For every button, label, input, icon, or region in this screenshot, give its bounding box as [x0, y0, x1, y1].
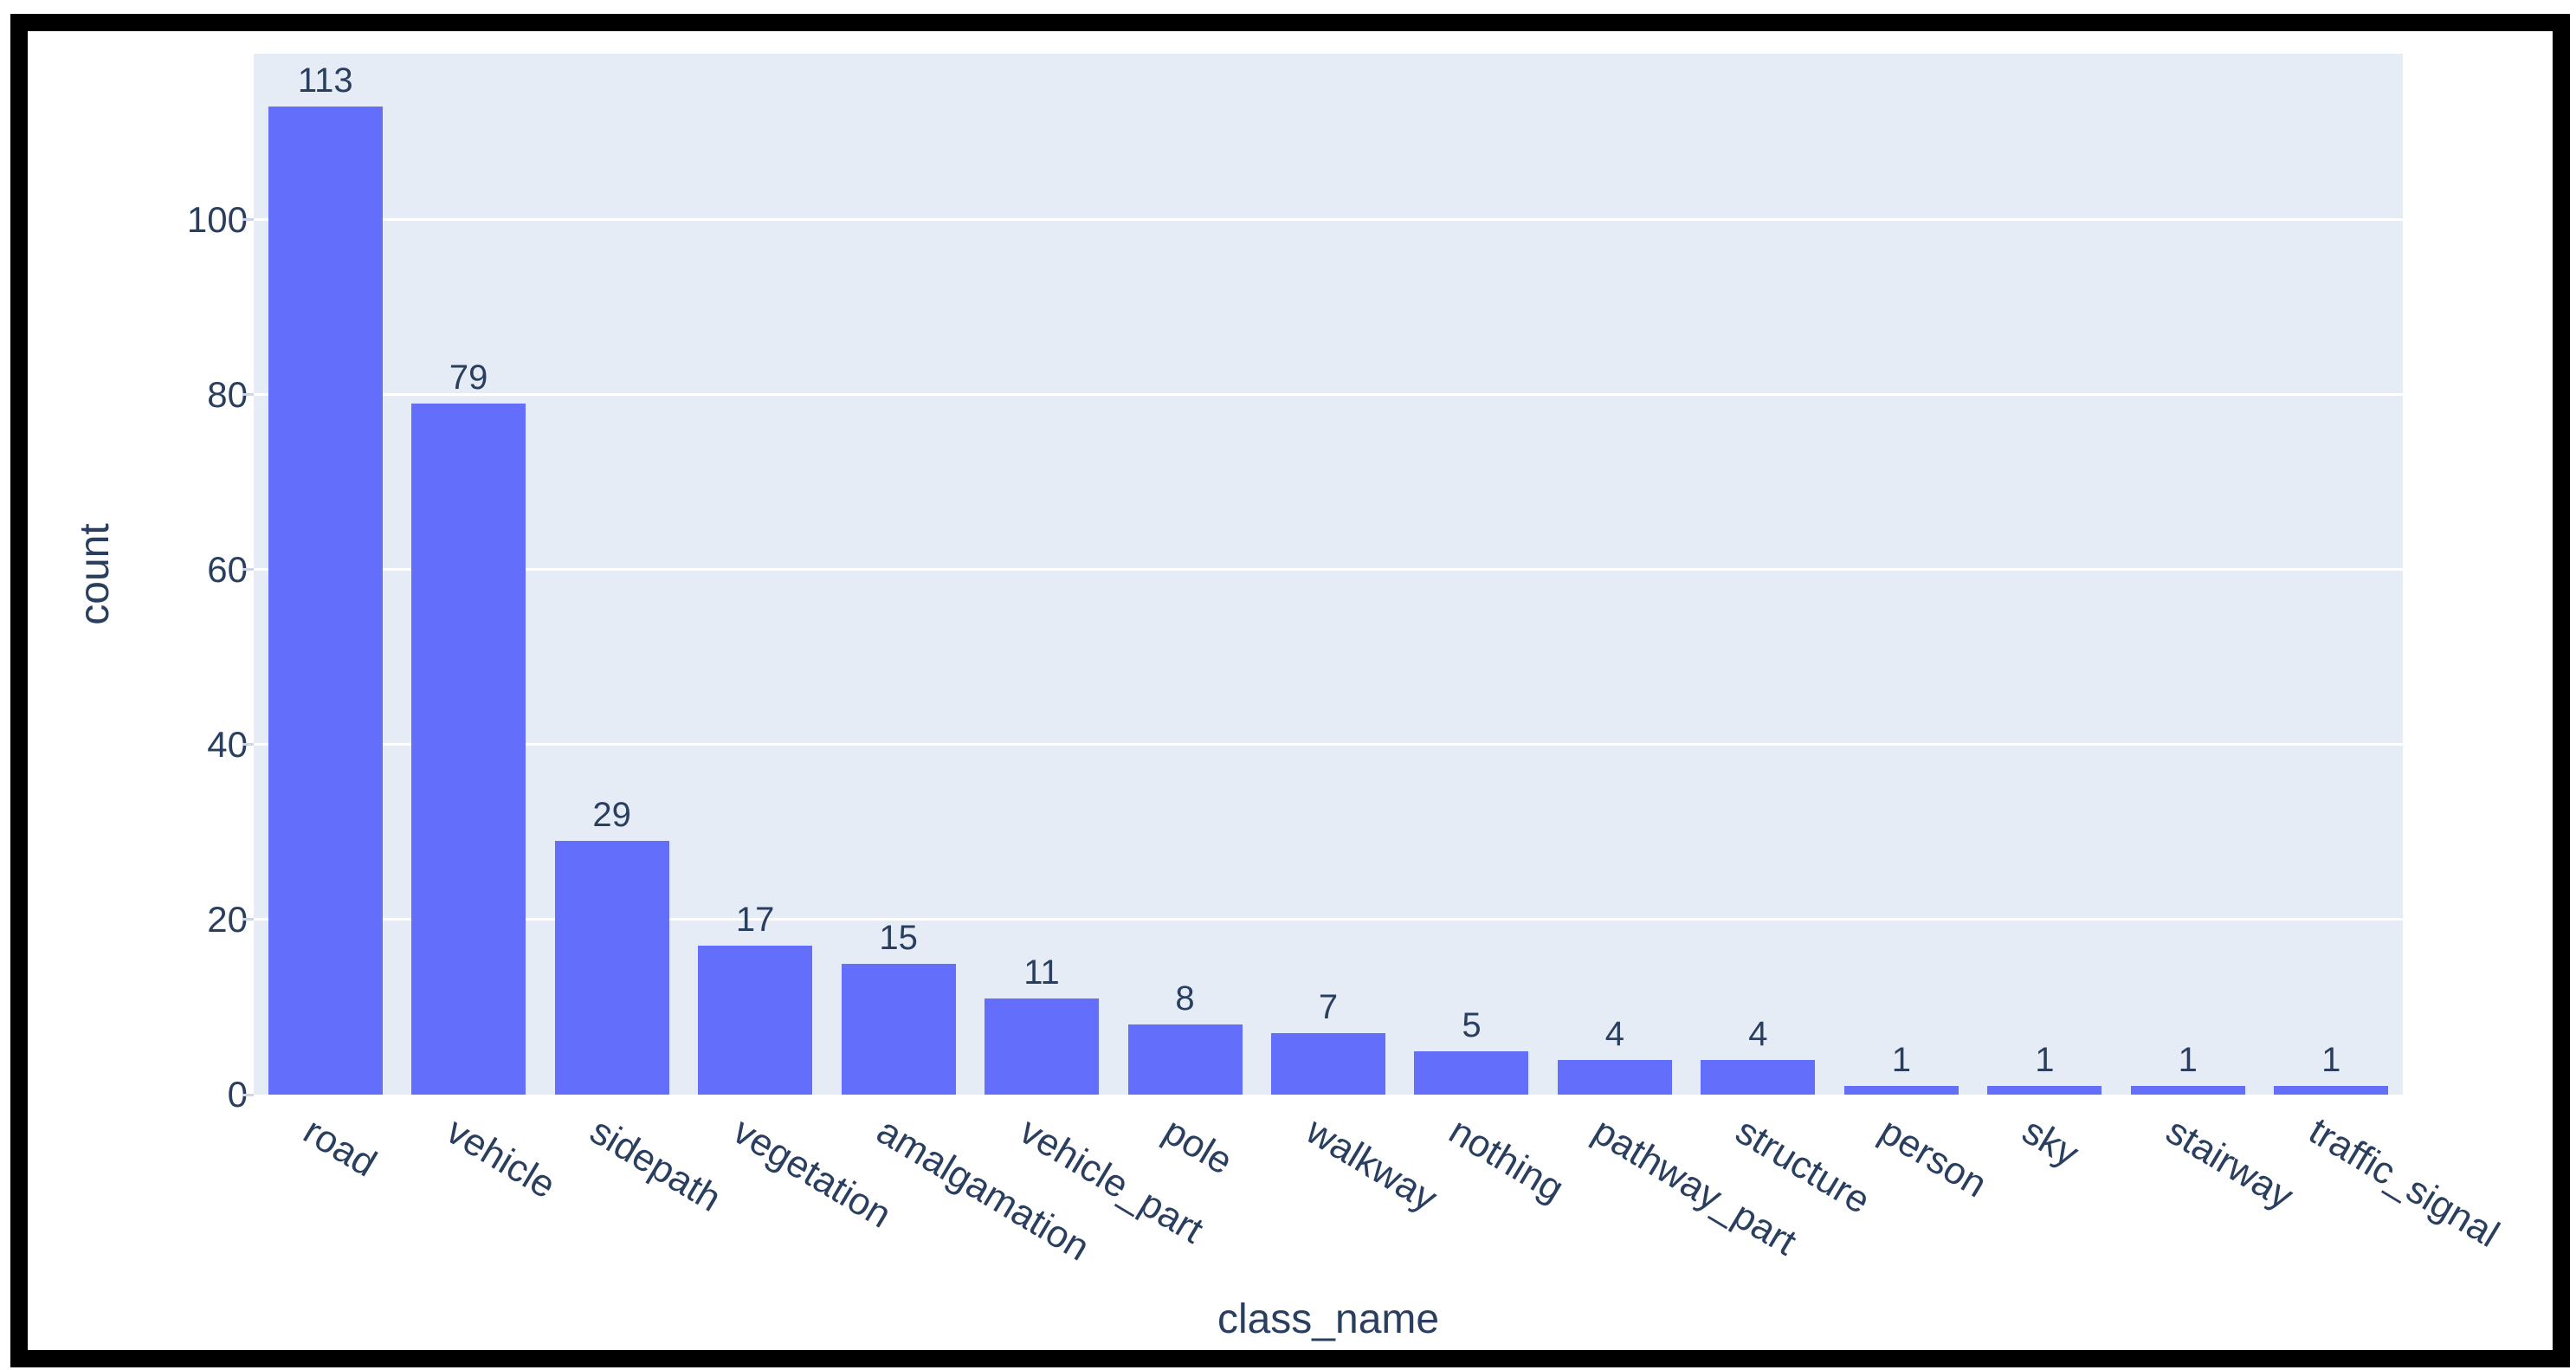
bar-value-label-person: 1 — [1891, 1040, 1911, 1079]
x-tick-label-text-road: road — [295, 1109, 384, 1186]
bar-stairway[interactable] — [2130, 1085, 2245, 1095]
x-tick-label-text-traffic_signal: traffic_signal — [2302, 1109, 2507, 1256]
bar-value-label-sidepath: 29 — [592, 796, 631, 835]
bar-value-label-sky: 1 — [2035, 1040, 2055, 1079]
bar-pole[interactable] — [1127, 1024, 1243, 1095]
bar-structure[interactable] — [1701, 1059, 1816, 1095]
y-tick-mark-60 — [242, 568, 254, 572]
x-tick-label-text-pole: pole — [1155, 1109, 1240, 1183]
bar-value-label-amalgamation: 15 — [879, 918, 918, 957]
y-tick-mark-80 — [242, 393, 254, 397]
bar-vehicle_part[interactable] — [985, 998, 1100, 1095]
bar-value-label-road: 113 — [297, 61, 353, 100]
gridline-y-20 — [254, 918, 2403, 921]
gridline-y-80 — [254, 393, 2403, 397]
gridline-y-100 — [254, 218, 2403, 222]
x-tick-label-text-sky: sky — [2015, 1109, 2087, 1176]
x-tick-label-text-vegetation: vegetation — [726, 1109, 899, 1237]
bar-traffic_signal[interactable] — [2274, 1085, 2389, 1095]
bar-vehicle[interactable] — [411, 404, 526, 1095]
bar-road[interactable] — [268, 106, 383, 1095]
x-tick-label-text-vehicle: vehicle — [439, 1109, 564, 1207]
x-axis-title: class_name — [1217, 1296, 1440, 1342]
bar-walkway[interactable] — [1271, 1033, 1385, 1095]
bar-value-label-vehicle_part: 11 — [1023, 953, 1060, 992]
plot-area[interactable]: 113 79 29 17 15 11 8 7 5 4 4 1 1 1 1 — [254, 54, 2403, 1095]
x-tick-label-text-person: person — [1872, 1109, 1994, 1206]
gridline-y-60 — [254, 568, 2403, 572]
y-tick-label-0: 0 — [227, 1074, 248, 1115]
y-tick-label-20: 20 — [207, 898, 248, 940]
bar-amalgamation[interactable] — [841, 963, 956, 1095]
bar-person[interactable] — [1843, 1085, 1959, 1095]
bar-value-label-vehicle: 79 — [449, 359, 488, 397]
bar-value-label-vegetation: 17 — [735, 901, 775, 940]
bar-value-label-walkway: 7 — [1318, 988, 1339, 1027]
x-tick-label-text-nothing: nothing — [1442, 1109, 1572, 1211]
y-tick-label-80: 80 — [207, 373, 248, 415]
bar-pathway_part[interactable] — [1557, 1059, 1672, 1095]
bar-nothing[interactable] — [1414, 1050, 1529, 1095]
y-tick-label-100: 100 — [186, 198, 248, 240]
y-tick-label-40: 40 — [207, 723, 248, 765]
bar-value-label-structure: 4 — [1748, 1014, 1768, 1053]
bar-sidepath[interactable] — [554, 841, 669, 1095]
x-tick-label-text-walkway: walkway — [1299, 1109, 1445, 1220]
bar-value-label-traffic_signal: 1 — [2321, 1040, 2341, 1079]
x-tick-label-text-sidepath: sidepath — [582, 1109, 728, 1220]
y-tick-mark-20 — [242, 918, 254, 921]
bar-value-label-stairway: 1 — [2178, 1040, 2198, 1079]
bar-value-label-pathway_part: 4 — [1604, 1014, 1625, 1053]
y-tick-mark-40 — [242, 743, 254, 746]
bar-vegetation[interactable] — [698, 946, 813, 1095]
y-axis-title-text: count — [72, 523, 118, 625]
y-tick-mark-0 — [242, 1093, 254, 1096]
y-tick-mark-100 — [242, 218, 254, 222]
x-tick-label-text-stairway: stairway — [2159, 1109, 2301, 1218]
gridline-y-40 — [254, 743, 2403, 746]
y-tick-label-60: 60 — [207, 548, 248, 590]
bar-sky[interactable] — [1987, 1085, 2102, 1095]
bar-value-label-pole: 8 — [1175, 979, 1195, 1018]
bar-value-label-nothing: 5 — [1462, 1005, 1482, 1044]
